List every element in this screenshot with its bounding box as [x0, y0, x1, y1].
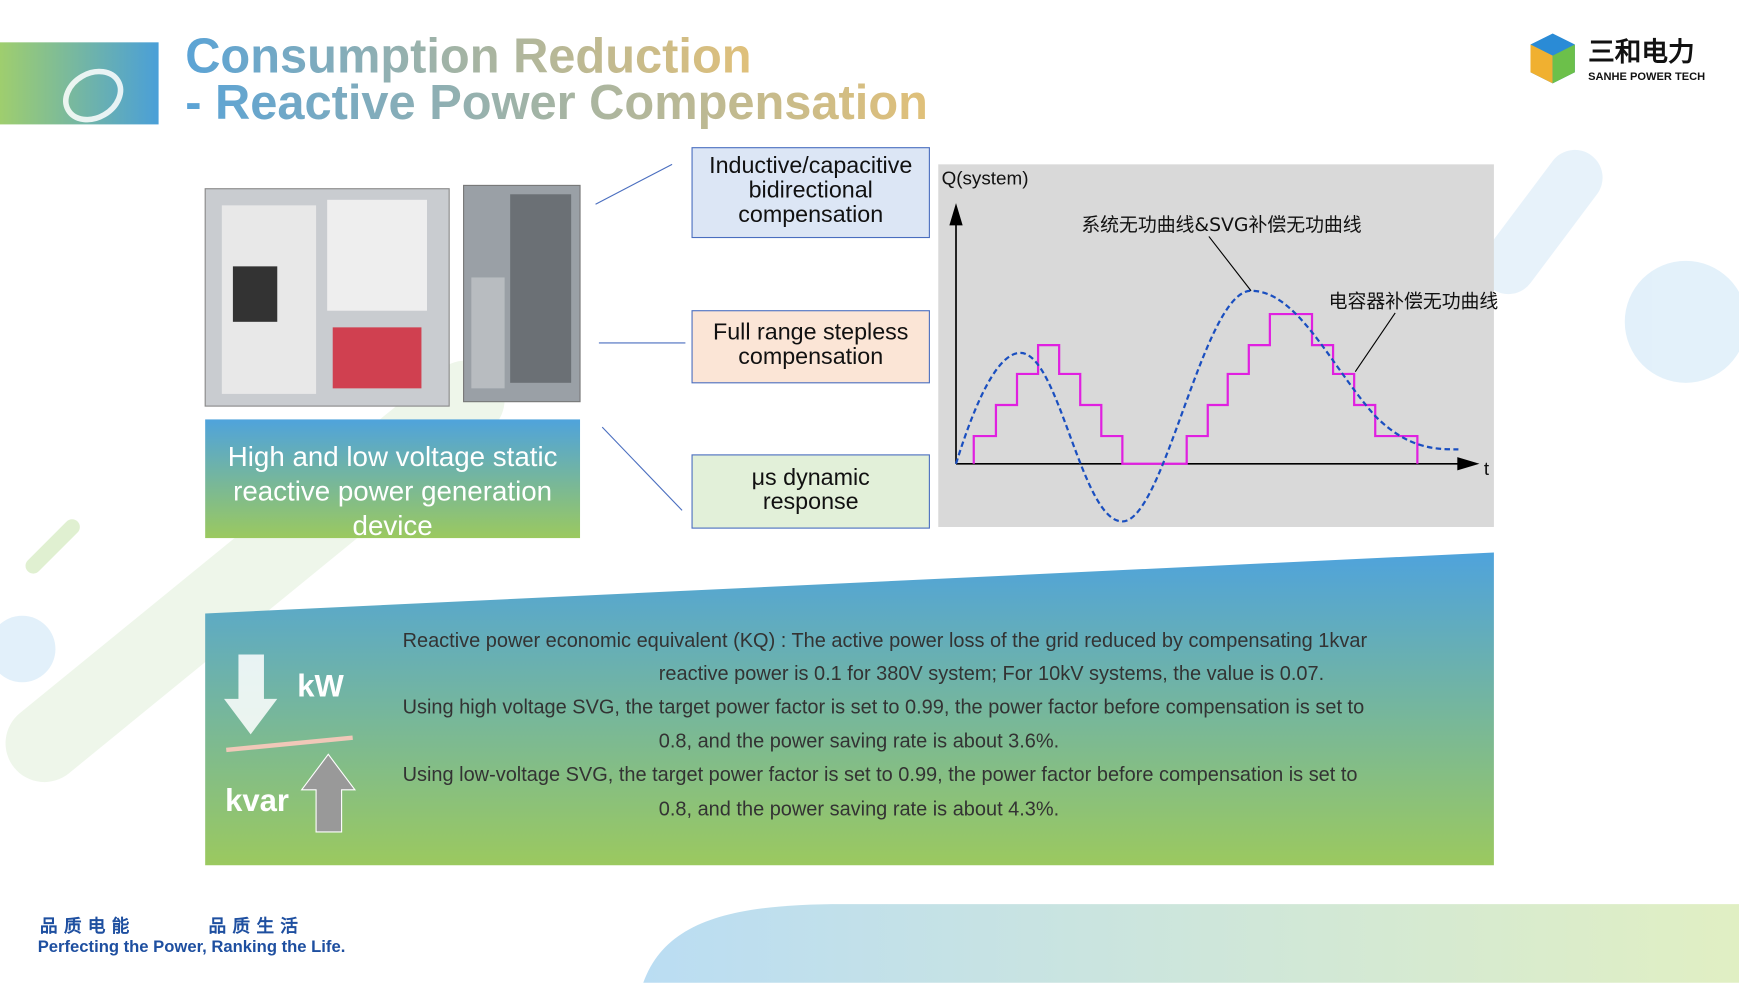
info-text: Reactive power economic equivalent (KQ) … [403, 630, 1368, 652]
y-axis-label: Q(system) [942, 167, 1029, 188]
info-text: Using low-voltage SVG, the target power … [403, 764, 1358, 786]
logo-name: 三和电力 [1588, 37, 1694, 68]
kw-arrow [224, 654, 278, 735]
feature-text: Inductive/capacitive [709, 152, 912, 178]
title: Consumption Reduction [185, 29, 751, 83]
feature-text: compensation [738, 343, 883, 369]
device-caption-box [205, 419, 581, 539]
leader-line [1354, 312, 1396, 373]
slogan-en: Perfecting the Power, Ranking the Life. [38, 937, 346, 956]
kvar-label: kvar [225, 783, 289, 818]
feature-box [691, 147, 930, 239]
device-caption: High and low voltage static [228, 441, 558, 472]
logo-icon [1530, 33, 1575, 84]
feature-text: μs dynamic [752, 464, 871, 490]
title-badge [0, 42, 159, 125]
info-text: 0.8, and the power saving rate is about … [659, 798, 1059, 820]
capacitor-curve [972, 312, 1419, 465]
kw-label: kW [297, 669, 344, 704]
device-photo [204, 184, 581, 407]
slogan-cn: 品 质 生 活 [209, 915, 299, 937]
diagram-axes [955, 221, 1462, 465]
badge-ring [63, 68, 124, 123]
slogan-cn: 品 质 电 能 [40, 915, 130, 937]
feature-text: bidirectional [749, 177, 873, 203]
info-text: Using high voltage SVG, the target power… [403, 696, 1365, 718]
connectors [595, 163, 686, 511]
device-caption: reactive power generation [233, 475, 552, 506]
info-text: reactive power is 0.1 for 380V system; F… [659, 663, 1324, 685]
divider [226, 735, 353, 753]
title: - Reactive Power Compensation [185, 76, 928, 130]
footer-wave [643, 904, 1739, 983]
x-arrow [1457, 457, 1480, 471]
curve-label: 电容器补偿无功曲线 [1329, 290, 1499, 312]
feature-text: compensation [738, 201, 883, 227]
feature-box [691, 454, 930, 529]
feature-text: Full range stepless [713, 319, 908, 345]
kvar-arrow [300, 753, 357, 833]
x-axis-label: t [1484, 458, 1490, 479]
device-caption: device [353, 510, 433, 541]
info-panel [205, 552, 1494, 866]
info-text: 0.8, and the power saving rate is about … [659, 731, 1059, 753]
feature-box [691, 310, 930, 384]
logo-subtitle: SANHE POWER TECH [1588, 71, 1705, 83]
curve-label: 系统无功曲线&SVG补偿无功曲线 [1081, 214, 1361, 236]
y-arrow [949, 203, 963, 226]
svg-curve [954, 289, 1459, 523]
leader-line [1208, 236, 1252, 292]
diagram-bg [938, 164, 1494, 527]
feature-text: response [763, 488, 859, 514]
